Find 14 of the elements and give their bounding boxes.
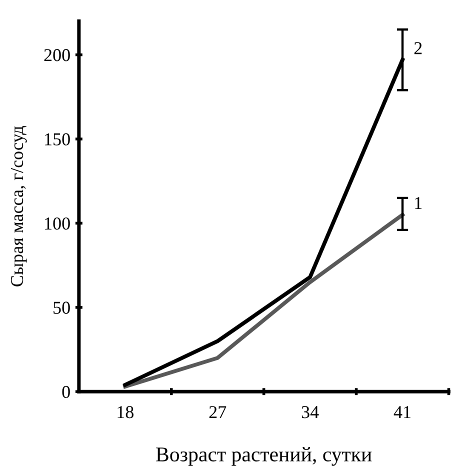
y-tick-label: 150 (45, 133, 70, 146)
y-axis-title: Сырая масса, г/сосуд (10, 126, 27, 286)
x-tick-label: 18 (118, 406, 134, 418)
y-tick-label: 0 (62, 386, 70, 398)
y-tick-label: 200 (44, 49, 70, 62)
x-tick-label: 27 (209, 406, 226, 418)
line-series (123, 212, 404, 389)
x-axis-title: Возраст растений, сутки (156, 447, 372, 466)
x-tick-label: 34 (302, 406, 319, 418)
series-label: 2 (414, 42, 422, 54)
series-label: 1 (415, 197, 422, 210)
y-tick-label: 50 (54, 302, 70, 314)
x-tick-label: 41 (394, 406, 410, 418)
y-tick-label: 100 (45, 217, 70, 230)
